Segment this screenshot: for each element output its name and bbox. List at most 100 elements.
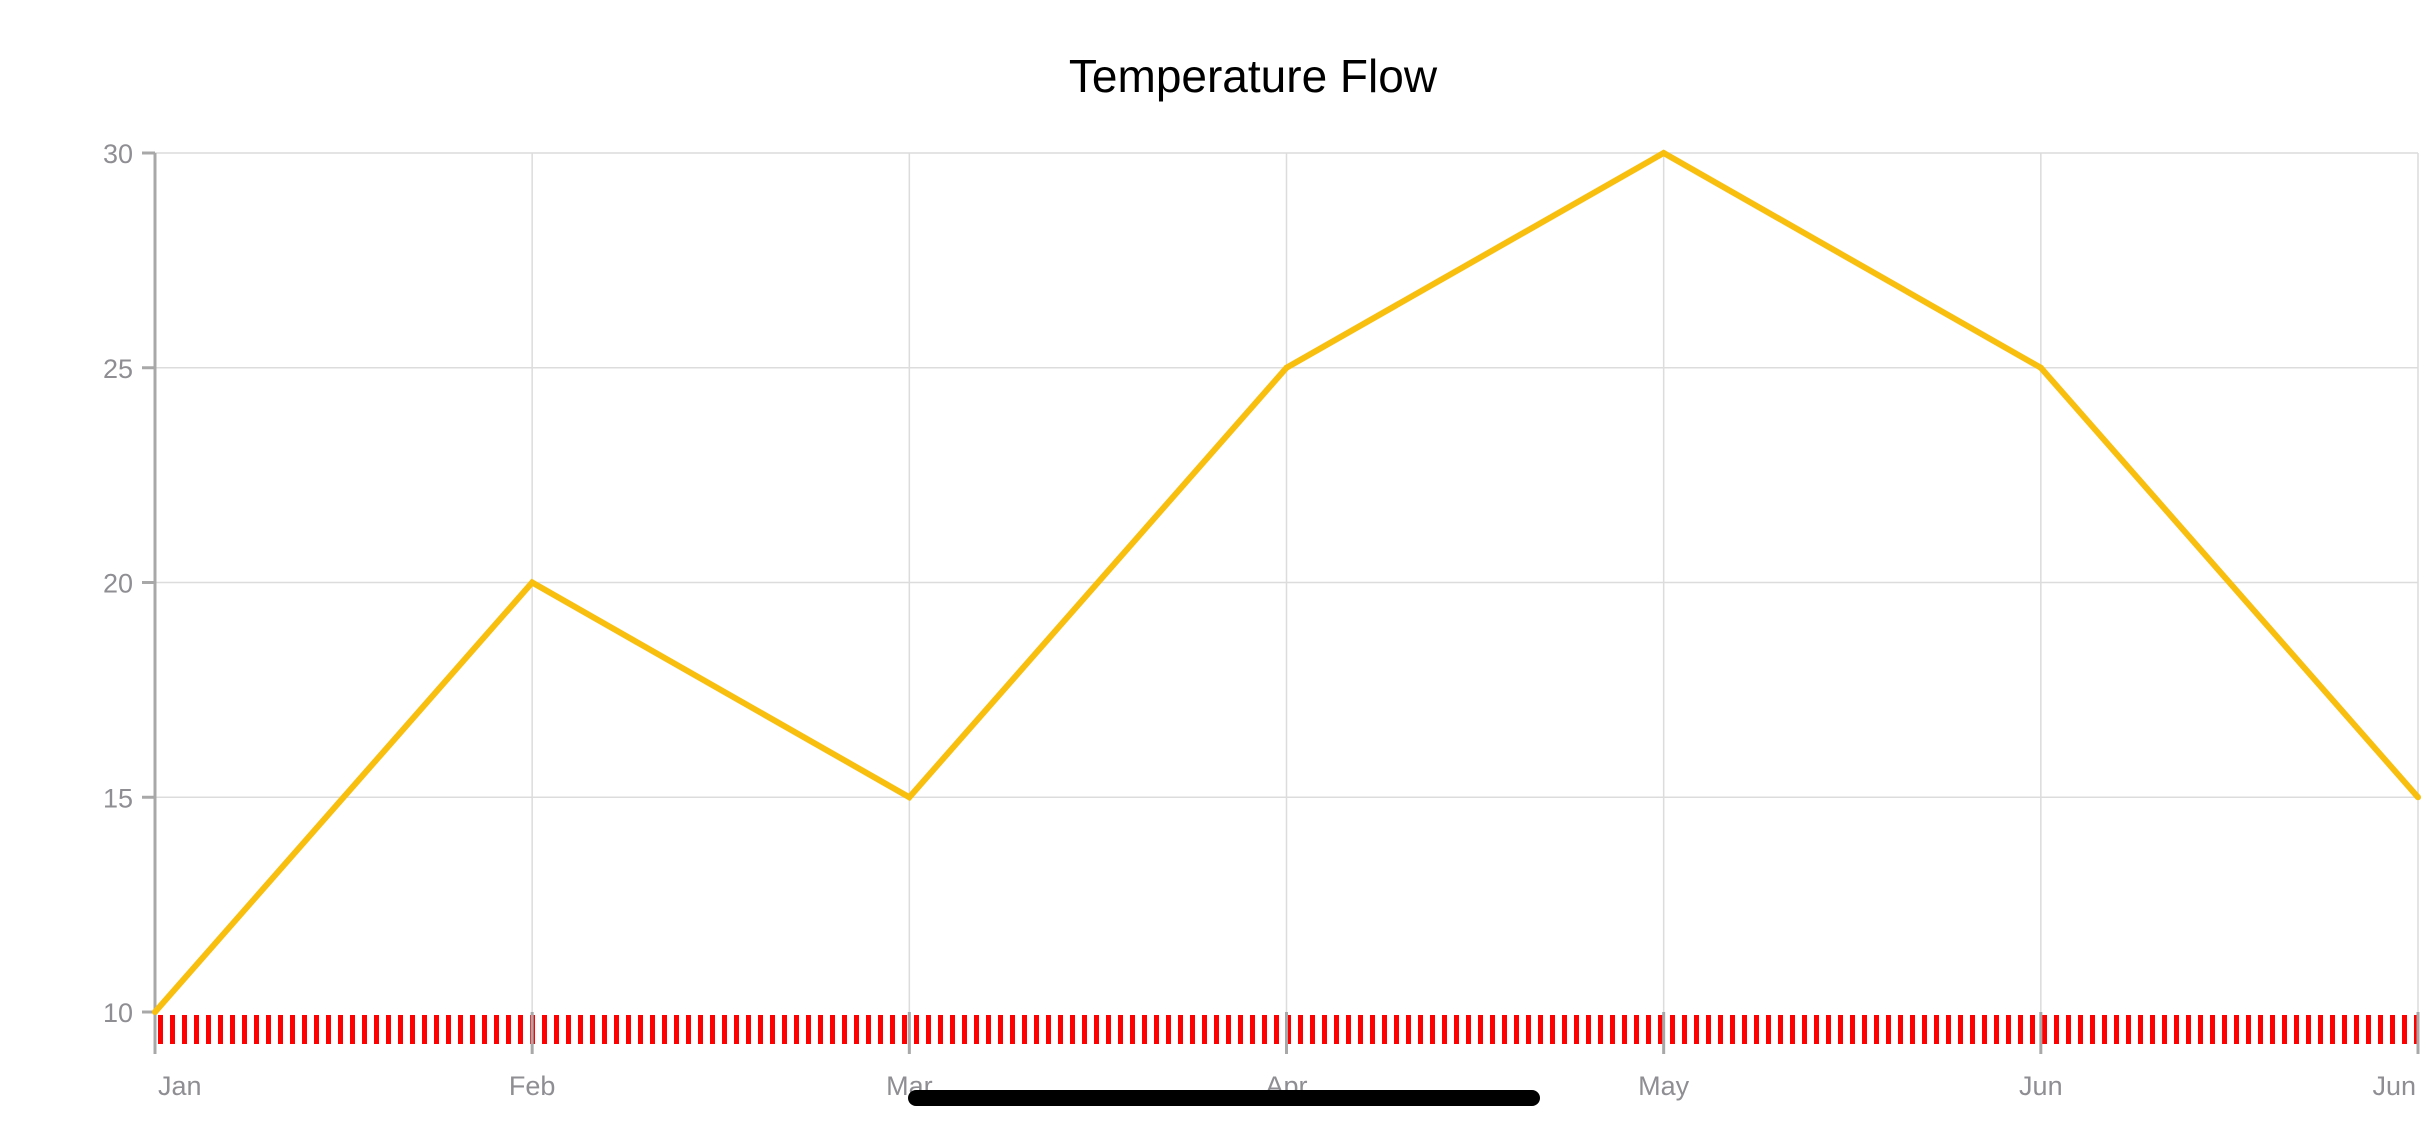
baseline-stripe <box>1934 1015 1939 1044</box>
baseline-stripe <box>926 1015 931 1044</box>
baseline-stripe <box>2378 1015 2383 1044</box>
x-tick-label: Jan <box>158 1071 202 1101</box>
baseline-stripe <box>494 1015 499 1044</box>
baseline-stripe <box>1478 1015 1483 1044</box>
baseline-stripe <box>1718 1015 1723 1044</box>
baseline-stripe <box>734 1015 739 1044</box>
baseline-stripe <box>1862 1015 1867 1044</box>
y-tick-label: 10 <box>103 998 133 1028</box>
baseline-stripe <box>662 1015 667 1044</box>
baseline-stripe <box>1382 1015 1387 1044</box>
baseline-stripe <box>1022 1015 1027 1044</box>
baseline-stripe <box>842 1015 847 1044</box>
baseline-stripe <box>446 1015 451 1044</box>
baseline-stripe <box>1802 1015 1807 1044</box>
baseline-stripe <box>2306 1015 2311 1044</box>
baseline-stripe <box>1370 1015 1375 1044</box>
baseline-stripe <box>2102 1015 2107 1044</box>
baseline-stripe <box>1430 1015 1435 1044</box>
baseline-stripe <box>1550 1015 1555 1044</box>
baseline-stripe <box>554 1015 559 1044</box>
baseline-stripe <box>1214 1015 1219 1044</box>
series-layer <box>152 149 2421 1015</box>
baseline-stripe <box>194 1015 199 1044</box>
baseline-stripe <box>434 1015 439 1044</box>
baseline-stripe <box>1970 1015 1975 1044</box>
baseline-stripe <box>314 1015 319 1044</box>
baseline-stripe <box>2030 1015 2035 1044</box>
baseline-stripe <box>998 1015 1003 1044</box>
baseline-stripe <box>2042 1015 2047 1044</box>
baseline-stripe <box>1694 1015 1699 1044</box>
baseline-stripe <box>938 1015 943 1044</box>
baseline-stripe <box>2330 1015 2335 1044</box>
baseline-stripe <box>2018 1015 2023 1044</box>
baseline-stripe <box>266 1015 271 1044</box>
y-tick-label: 20 <box>103 569 133 599</box>
baseline-stripe <box>830 1015 835 1044</box>
baseline-stripe <box>1526 1015 1531 1044</box>
y-tick-label: 15 <box>103 783 133 813</box>
data-point <box>906 794 913 801</box>
baseline-stripe <box>866 1015 871 1044</box>
baseline-stripe <box>2318 1015 2323 1044</box>
baseline-stripe <box>350 1015 355 1044</box>
baseline-stripe <box>1046 1015 1051 1044</box>
baseline-stripe <box>1058 1015 1063 1044</box>
baseline-stripe <box>1886 1015 1891 1044</box>
baseline-stripe <box>1610 1015 1615 1044</box>
baseline-stripe <box>590 1015 595 1044</box>
baseline-stripe <box>2186 1015 2191 1044</box>
baseline-stripe <box>398 1015 403 1044</box>
baseline-stripe <box>1730 1015 1735 1044</box>
baseline-stripe <box>170 1015 175 1044</box>
baseline-stripe <box>482 1015 487 1044</box>
baseline-stripe <box>650 1015 655 1044</box>
x-tick-label: Jun <box>2372 1071 2416 1101</box>
baseline-stripe <box>1778 1015 1783 1044</box>
baseline-stripe <box>1238 1015 1243 1044</box>
baseline-stripe <box>1598 1015 1603 1044</box>
baseline-stripe <box>1142 1015 1147 1044</box>
baseline-stripe <box>950 1015 955 1044</box>
x-tick-label: May <box>1638 1071 1690 1101</box>
baseline-stripe <box>698 1015 703 1044</box>
baseline-stripe <box>1898 1015 1903 1044</box>
baseline-stripe <box>602 1015 607 1044</box>
baseline-stripe <box>710 1015 715 1044</box>
baseline-stripe <box>458 1015 463 1044</box>
baseline-stripe <box>1994 1015 1999 1044</box>
baseline-stripe <box>1274 1015 1279 1044</box>
baseline-stripe <box>794 1015 799 1044</box>
baseline-stripe <box>818 1015 823 1044</box>
baseline-stripe <box>1910 1015 1915 1044</box>
baseline-stripe <box>758 1015 763 1044</box>
baseline-stripe <box>518 1015 523 1044</box>
baseline-stripe <box>1838 1015 1843 1044</box>
baseline-stripe <box>1874 1015 1879 1044</box>
baseline-stripe <box>218 1015 223 1044</box>
baseline-stripe <box>1358 1015 1363 1044</box>
home-indicator[interactable] <box>908 1090 1540 1106</box>
baseline-stripe <box>1442 1015 1447 1044</box>
baseline-stripe <box>2162 1015 2167 1044</box>
baseline-stripe <box>1190 1015 1195 1044</box>
baseline-stripe <box>182 1015 187 1044</box>
baseline-stripe <box>914 1015 919 1044</box>
baseline-stripe <box>974 1015 979 1044</box>
baseline-stripe <box>1670 1015 1675 1044</box>
baseline-stripe <box>1310 1015 1315 1044</box>
baseline-stripe <box>254 1015 259 1044</box>
data-point <box>2415 794 2421 801</box>
baseline-stripe <box>674 1015 679 1044</box>
baseline-stripe <box>2198 1015 2203 1044</box>
baseline-stripe <box>2234 1015 2239 1044</box>
baseline-stripe <box>962 1015 967 1044</box>
baseline-stripe <box>1082 1015 1087 1044</box>
data-point <box>2037 364 2044 371</box>
baseline-stripe <box>1586 1015 1591 1044</box>
baseline-stripe <box>2402 1015 2407 1044</box>
baseline-stripe <box>878 1015 883 1044</box>
